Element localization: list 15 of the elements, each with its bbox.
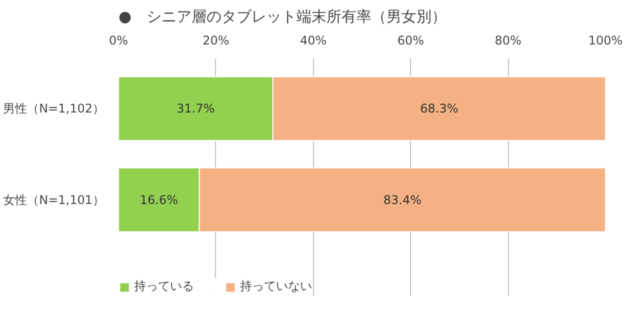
x-tick-label: 0% bbox=[108, 34, 128, 48]
x-tick-label: 80% bbox=[494, 34, 522, 48]
x-tick-label: 60% bbox=[397, 34, 424, 48]
data-label: 31.7% bbox=[176, 102, 215, 116]
x-tick-label: 40% bbox=[300, 34, 327, 48]
y-tick-label: 男性（N=1,102） bbox=[3, 102, 105, 116]
legend-label: 持っていない bbox=[240, 278, 312, 295]
chart-title: ● シニア層のタブレット端末所有率（男女別） bbox=[118, 8, 447, 26]
x-tick-label: 100% bbox=[588, 34, 623, 48]
data-label: 16.6% bbox=[140, 192, 178, 207]
data-label: 68.3% bbox=[420, 102, 458, 116]
y-tick-label: 女性（N=1,101） bbox=[3, 192, 105, 207]
x-tick-label: 20% bbox=[202, 34, 230, 48]
data-label: 83.4% bbox=[383, 192, 422, 207]
legend-label: 持っている bbox=[134, 278, 194, 295]
